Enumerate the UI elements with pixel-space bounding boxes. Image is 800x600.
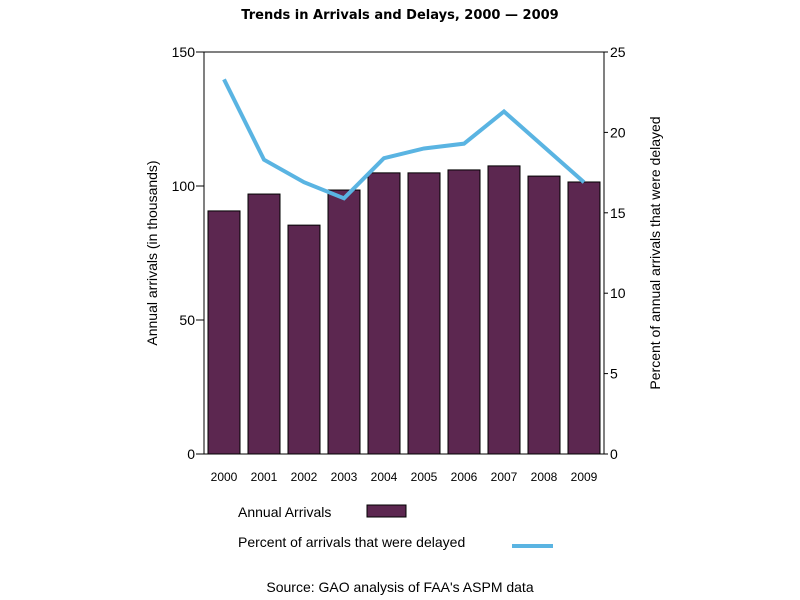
bar-series — [207, 165, 601, 455]
x-tick-label: 2006 — [451, 470, 478, 484]
left-tick-label: 0 — [187, 446, 195, 462]
bar-2004 — [367, 172, 401, 455]
right-tick-label: 0 — [610, 446, 618, 462]
left-y-axis-label: Annual arrivals (in thousands) — [144, 160, 160, 345]
right-y-ticks: 0 5 10 15 20 25 — [604, 44, 626, 462]
right-tick-label: 20 — [610, 124, 626, 140]
left-tick-label: 50 — [179, 312, 195, 328]
x-tick-label: 2004 — [371, 470, 398, 484]
left-y-ticks: 0 50 100 150 — [172, 44, 204, 462]
delay-percent-line — [222, 78, 586, 201]
source-note: Source: GAO analysis of FAA's ASPM data — [266, 579, 533, 595]
right-y-axis-label: Percent of annual arrivals that were del… — [647, 116, 663, 389]
right-tick-label: 5 — [610, 366, 618, 382]
x-tick-label: 2000 — [211, 470, 238, 484]
bar-2000 — [207, 210, 241, 455]
bar-2007 — [487, 165, 521, 455]
bar-2008 — [527, 175, 561, 455]
bar-2003 — [327, 189, 361, 455]
legend-label-delayed: Percent of arrivals that were delayed — [238, 534, 465, 550]
bar-2002 — [287, 224, 321, 455]
legend: Annual Arrivals Percent of arrivals that… — [238, 504, 553, 550]
left-tick-label: 100 — [172, 178, 196, 194]
x-tick-label: 2001 — [251, 470, 278, 484]
x-tick-label: 2005 — [411, 470, 438, 484]
right-tick-label: 25 — [610, 44, 626, 60]
right-tick-label: 15 — [610, 205, 626, 221]
x-tick-label: 2007 — [491, 470, 518, 484]
bar-2009 — [567, 181, 601, 455]
bar-2001 — [247, 193, 281, 455]
legend-swatch-arrivals — [366, 504, 407, 518]
bar-2006 — [447, 169, 481, 455]
line-series — [222, 78, 586, 201]
left-tick-label: 150 — [172, 44, 196, 60]
legend-label-arrivals: Annual Arrivals — [238, 504, 331, 520]
chart-title: Trends in Arrivals and Delays, 2000 — 20… — [241, 8, 558, 23]
x-tick-label: 2003 — [331, 470, 358, 484]
bar-2005 — [407, 172, 441, 455]
x-ticks: 2000 2001 2002 2003 2004 2005 2006 2007 2008 2009 — [211, 470, 598, 484]
x-tick-label: 2008 — [531, 470, 558, 484]
x-tick-label: 2002 — [291, 470, 318, 484]
right-tick-label: 10 — [610, 285, 626, 301]
x-tick-label: 2009 — [571, 470, 598, 484]
